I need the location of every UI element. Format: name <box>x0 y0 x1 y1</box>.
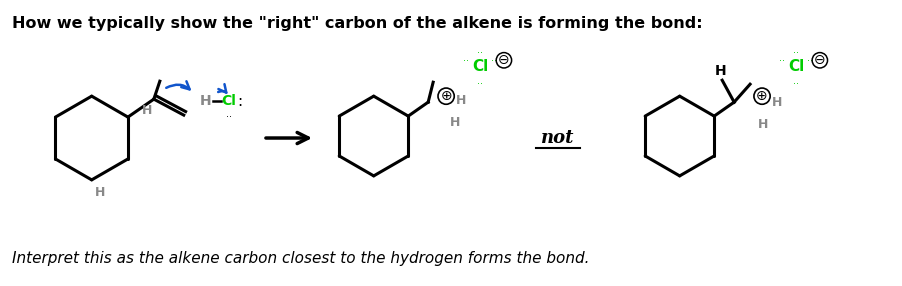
Text: ..: .. <box>477 76 483 86</box>
Text: How we typically show the "right" carbon of the alkene is forming the bond:: How we typically show the "right" carbon… <box>12 16 703 31</box>
Text: ..: .. <box>491 53 497 63</box>
Text: ..: .. <box>477 45 483 55</box>
Text: H: H <box>95 186 105 199</box>
Text: ⊕: ⊕ <box>440 89 452 103</box>
Text: H: H <box>200 94 212 108</box>
Text: ⊖: ⊖ <box>498 53 510 67</box>
Text: ..: .. <box>779 53 785 63</box>
Text: Cl: Cl <box>222 94 236 108</box>
Text: ..: .. <box>793 45 799 55</box>
Text: ⊖: ⊖ <box>814 53 825 67</box>
Text: Cl: Cl <box>472 59 488 74</box>
Text: Cl: Cl <box>787 59 804 74</box>
Text: H: H <box>142 104 152 117</box>
Text: ..: .. <box>793 76 799 86</box>
Text: H: H <box>450 116 461 129</box>
Text: H: H <box>714 64 726 78</box>
Text: Interpret this as the alkene carbon closest to the hydrogen forms the bond.: Interpret this as the alkene carbon clos… <box>12 251 590 266</box>
Text: :: : <box>237 94 243 109</box>
Text: H: H <box>758 118 769 131</box>
FancyArrowPatch shape <box>218 84 226 93</box>
Text: ..: .. <box>807 53 813 63</box>
Text: H: H <box>456 94 466 107</box>
Text: H: H <box>772 96 782 109</box>
Text: ⊕: ⊕ <box>756 89 768 103</box>
Text: not: not <box>541 129 575 147</box>
FancyArrowPatch shape <box>166 81 189 89</box>
Text: ..: .. <box>226 109 232 119</box>
Text: ..: .. <box>463 53 469 63</box>
